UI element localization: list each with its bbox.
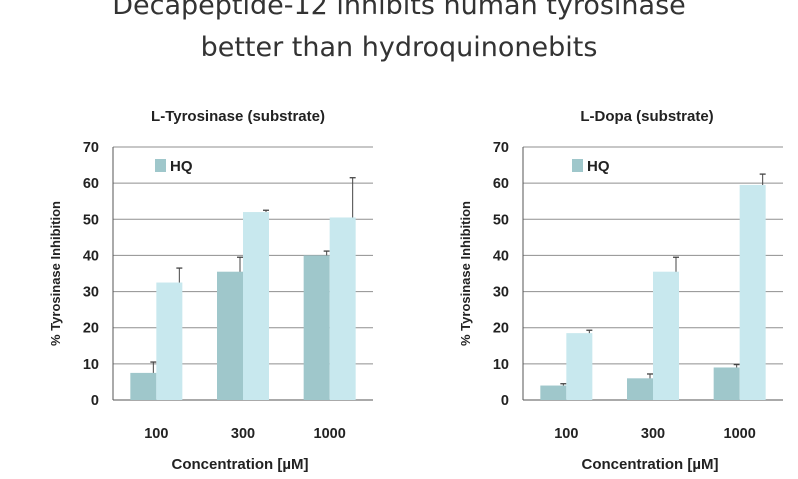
chart-0-ytick-label: 10 (83, 357, 99, 373)
chart-1-bar (566, 333, 593, 400)
chart-0-legend-label: HQ (170, 158, 193, 175)
chart-0-bar (329, 217, 356, 400)
chart-1-bar (540, 385, 567, 400)
page-title-line1: Decapeptide-12 inhibits human tyrosinase (112, 0, 686, 21)
chart-0-x-axis-label: Concentration [µM] (172, 456, 309, 473)
chart-0-bar (303, 255, 330, 400)
chart-0-y-axis-label: % Tyrosinase Inhibition (48, 201, 63, 346)
chart-0-xtick-label: 1000 (314, 426, 346, 442)
chart-1-ytick-label: 40 (493, 248, 509, 264)
chart-1-ytick-label: 10 (493, 357, 509, 373)
chart-1-title: L-Dopa (substrate) (580, 108, 713, 125)
chart-0-ytick-label: 50 (83, 212, 99, 228)
chart-0-xtick-label: 300 (231, 426, 255, 442)
chart-0-xtick-label: 100 (144, 426, 168, 442)
chart-0-bar (130, 372, 157, 400)
chart-1-ytick-label: 50 (493, 212, 509, 228)
chart-1-xtick-label: 1000 (724, 426, 756, 442)
chart-0-ytick-label: 60 (83, 176, 99, 192)
chart-0-title: L-Tyrosinase (substrate) (151, 108, 325, 125)
chart-1-bar (653, 271, 679, 400)
chart-1-ytick-label: 20 (493, 321, 509, 337)
chart-0-ytick-label: 20 (83, 321, 99, 337)
chart-0-ytick-label: 70 (83, 140, 99, 156)
chart-1-ytick-label: 0 (501, 393, 509, 409)
chart-1-bar (627, 378, 653, 400)
chart-0-legend-swatch (155, 159, 166, 172)
chart-1-ytick-label: 30 (493, 285, 509, 301)
chart-1-ytick-label: 70 (493, 140, 509, 156)
chart-1-bar (713, 367, 740, 400)
chart-1-xtick-label: 100 (554, 426, 578, 442)
chart-0-ytick-label: 40 (83, 248, 99, 264)
page-title-line2: better than hydroquinonebits (200, 32, 598, 63)
chart-1-legend-swatch (572, 159, 583, 172)
chart-1-bar (739, 184, 766, 400)
chart-0-ytick-label: 0 (91, 393, 99, 409)
chart-1-ytick-label: 60 (493, 176, 509, 192)
chart-1-legend-label: HQ (587, 158, 610, 175)
chart-0-bar (243, 212, 269, 400)
chart-0-bar (217, 271, 243, 400)
chart-1-y-axis-label: % Tyrosinase Inhibition (458, 201, 473, 346)
chart-0-ytick-label: 30 (83, 285, 99, 301)
chart-0-bar (156, 282, 183, 400)
chart-1-x-axis-label: Concentration [µM] (582, 456, 719, 473)
chart-1-xtick-label: 300 (641, 426, 665, 442)
